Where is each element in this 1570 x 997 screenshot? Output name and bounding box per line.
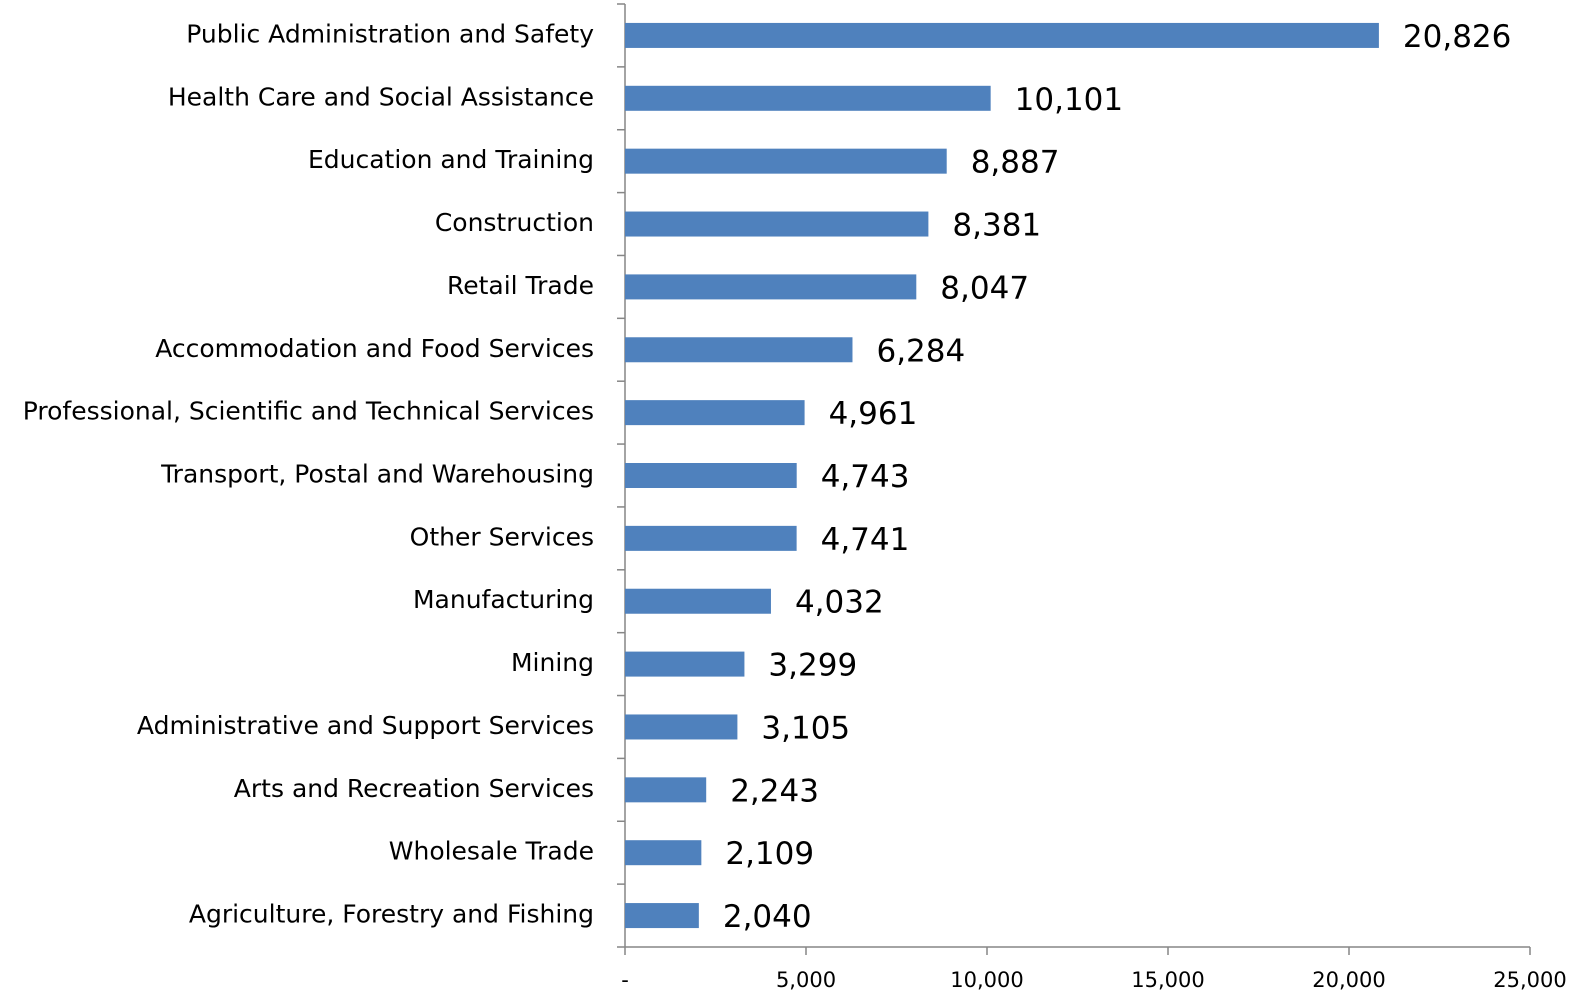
- data-label: 4,741: [821, 522, 910, 558]
- data-label: 6,284: [876, 333, 965, 369]
- bar: [625, 777, 707, 803]
- data-label: 2,243: [730, 773, 819, 809]
- bar: [625, 588, 771, 614]
- data-label: 8,047: [940, 270, 1029, 306]
- y-tick-label: Construction: [435, 208, 594, 237]
- y-tick-label: Health Care and Social Assistance: [168, 82, 594, 111]
- data-label: 4,743: [821, 459, 910, 495]
- y-tick-label: Professional, Scientific and Technical S…: [23, 397, 594, 426]
- x-tick-label: 5,000: [776, 968, 836, 992]
- bar: [625, 400, 805, 426]
- y-tick-label: Agriculture, Forestry and Fishing: [189, 900, 594, 929]
- y-tick-label: Retail Trade: [447, 271, 594, 300]
- y-tick-label: Wholesale Trade: [389, 837, 594, 866]
- bar: [625, 337, 853, 363]
- data-label: 20,826: [1403, 19, 1511, 55]
- data-label: 2,109: [725, 836, 814, 872]
- y-tick-label: Other Services: [410, 522, 594, 551]
- bar: [625, 274, 917, 300]
- y-tick-label: Manufacturing: [413, 585, 594, 614]
- x-tick-label: 20,000: [1312, 968, 1385, 992]
- bar: [625, 211, 929, 237]
- y-tick-label: Public Administration and Safety: [186, 19, 594, 48]
- y-tick-label: Transport, Postal and Warehousing: [160, 460, 594, 489]
- bar: [625, 463, 797, 488]
- data-label: 4,032: [795, 585, 884, 621]
- bar: [625, 840, 702, 866]
- bar: [625, 714, 738, 740]
- data-label: 3,105: [761, 710, 850, 746]
- data-label: 4,961: [829, 396, 918, 432]
- x-tick-label: -: [621, 968, 629, 992]
- data-label: 10,101: [1015, 82, 1123, 118]
- y-tick-label: Mining: [511, 648, 594, 677]
- x-tick-label: 15,000: [1131, 968, 1204, 992]
- bar: [625, 85, 991, 111]
- bar: [625, 903, 699, 929]
- y-tick-label: Arts and Recreation Services: [234, 774, 594, 803]
- x-tick-label: 25,000: [1493, 968, 1566, 992]
- data-label: 8,381: [952, 208, 1041, 244]
- y-tick-label: Education and Training: [308, 145, 594, 174]
- bar: [625, 22, 1379, 48]
- x-tick-label: 10,000: [950, 968, 1023, 992]
- data-label: 3,299: [768, 648, 857, 684]
- data-label: 2,040: [723, 899, 812, 935]
- y-tick-label: Accommodation and Food Services: [155, 334, 594, 363]
- bar: [625, 651, 745, 677]
- data-label: 8,887: [971, 145, 1060, 181]
- bar: [625, 148, 947, 174]
- y-tick-label: Administrative and Support Services: [137, 711, 594, 740]
- bar: [625, 525, 797, 551]
